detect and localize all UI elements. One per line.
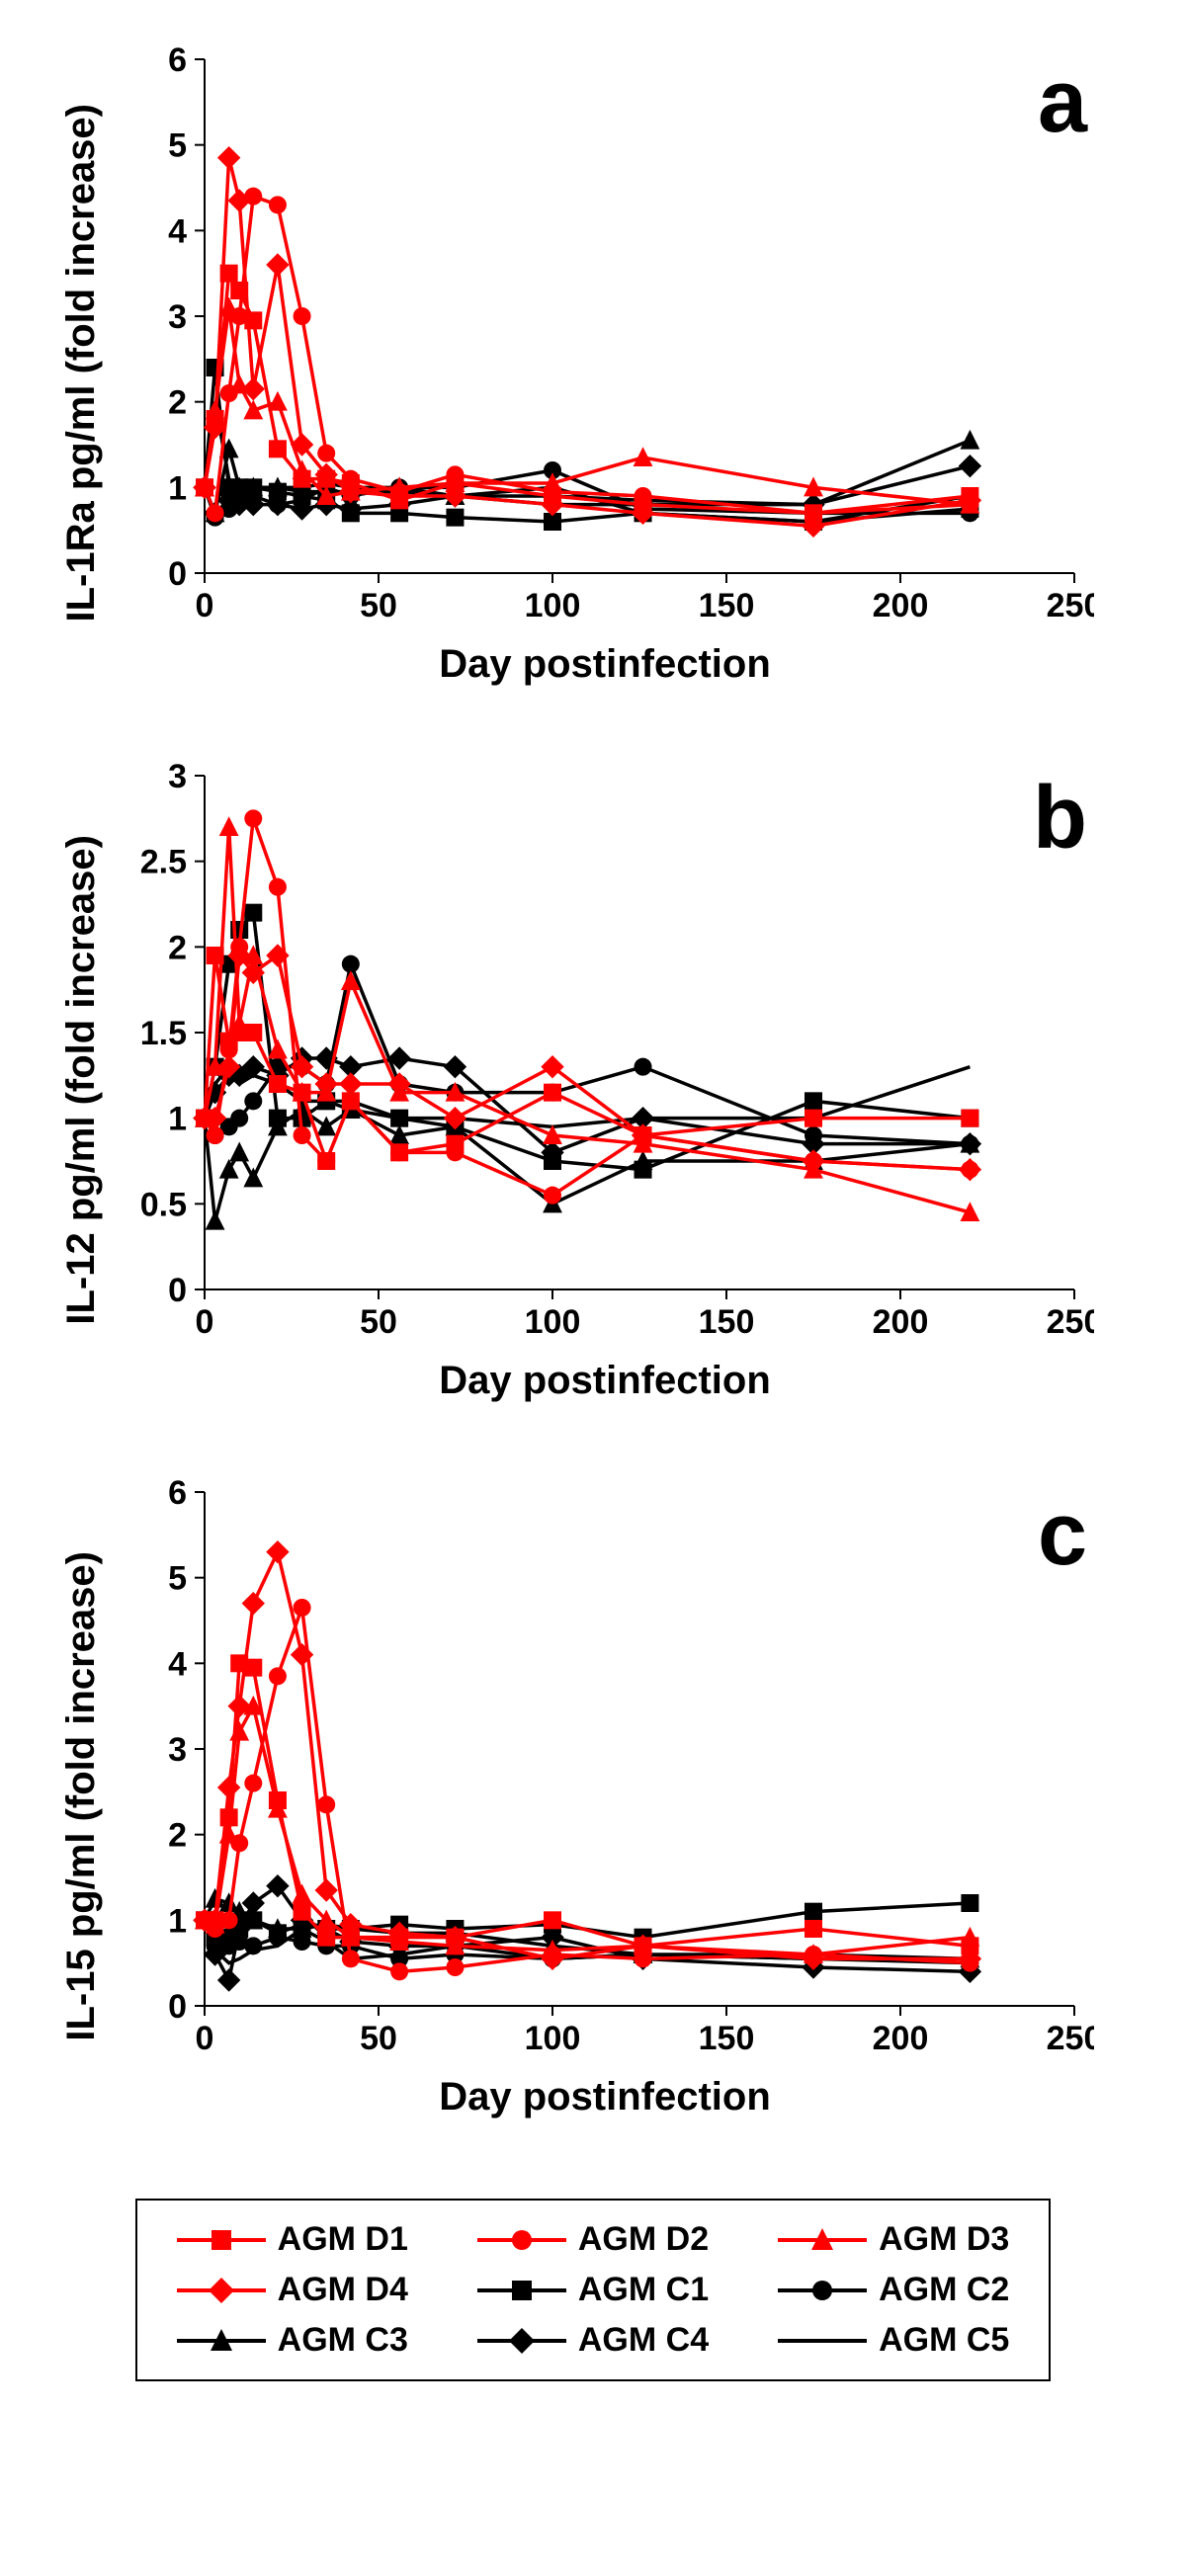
xlabel-a: Day postinfection xyxy=(439,642,771,687)
legend-label-D1: AGM D1 xyxy=(278,2220,408,2259)
svg-text:2.5: 2.5 xyxy=(140,844,187,881)
panels-container: a IL-1Ra pg/ml (fold increase) 050100150… xyxy=(59,40,1127,2119)
svg-text:1.5: 1.5 xyxy=(140,1015,187,1052)
ylabel-c: IL-15 pg/ml (fold increase) xyxy=(59,1551,104,2041)
svg-text:6: 6 xyxy=(168,1474,187,1512)
legend-item-C3: AGM C3 xyxy=(177,2321,408,2360)
svg-text:4: 4 xyxy=(168,1645,187,1683)
legend-label-D2: AGM D2 xyxy=(578,2220,709,2259)
legend-item-C1: AGM C1 xyxy=(477,2271,709,2309)
svg-text:1: 1 xyxy=(168,469,187,507)
svg-text:0: 0 xyxy=(168,1988,187,2026)
svg-text:50: 50 xyxy=(360,2020,397,2057)
page: a IL-1Ra pg/ml (fold increase) 050100150… xyxy=(0,0,1186,2421)
legend-item-C4: AGM C4 xyxy=(477,2321,709,2360)
ylabel-a: IL-1Ra pg/ml (fold increase) xyxy=(59,104,104,623)
svg-text:0: 0 xyxy=(196,2020,214,2057)
svg-text:0: 0 xyxy=(168,1272,187,1309)
svg-text:0: 0 xyxy=(196,1303,214,1341)
svg-text:2: 2 xyxy=(168,384,187,422)
panel-letter-c: c xyxy=(1038,1484,1087,1586)
svg-text:2: 2 xyxy=(168,929,187,966)
svg-text:100: 100 xyxy=(525,587,581,624)
legend-item-C2: AGM C2 xyxy=(778,2271,1009,2309)
svg-text:5: 5 xyxy=(168,1560,187,1598)
legend: AGM D1 AGM D2 AGM D3 AGM D4 AGM C1 AGM C… xyxy=(135,2199,1052,2381)
xlabel-b: Day postinfection xyxy=(439,1359,771,1403)
svg-text:3: 3 xyxy=(168,758,187,795)
svg-text:250: 250 xyxy=(1047,1303,1094,1341)
legend-item-C5: AGM C5 xyxy=(778,2321,1009,2360)
chart-block-a: a IL-1Ra pg/ml (fold increase) 050100150… xyxy=(59,40,1127,687)
svg-text:250: 250 xyxy=(1047,587,1094,624)
plot-c: 0 50 100 150 200 250 0 1 2 3 4 5 6 xyxy=(116,1472,1094,2065)
svg-text:3: 3 xyxy=(168,298,187,336)
svg-text:100: 100 xyxy=(525,1303,581,1341)
svg-text:150: 150 xyxy=(699,587,755,624)
svg-text:6: 6 xyxy=(168,42,187,79)
xlabel-c: Day postinfection xyxy=(439,2075,771,2119)
svg-text:50: 50 xyxy=(360,1303,397,1341)
svg-text:0.5: 0.5 xyxy=(140,1186,187,1223)
legend-label-C4: AGM C4 xyxy=(578,2321,709,2360)
svg-text:3: 3 xyxy=(168,1731,187,1769)
legend-label-C5: AGM C5 xyxy=(879,2321,1009,2360)
svg-text:100: 100 xyxy=(525,2020,581,2057)
panel-letter-a: a xyxy=(1038,51,1087,153)
svg-text:250: 250 xyxy=(1047,2020,1094,2057)
svg-text:200: 200 xyxy=(873,2020,929,2057)
legend-label-D4: AGM D4 xyxy=(278,2271,408,2309)
svg-text:4: 4 xyxy=(168,212,187,250)
svg-text:200: 200 xyxy=(873,587,929,624)
svg-text:150: 150 xyxy=(699,2020,755,2057)
svg-text:0: 0 xyxy=(168,555,187,593)
legend-item-D3: AGM D3 xyxy=(778,2220,1009,2259)
legend-item-D4: AGM D4 xyxy=(177,2271,408,2309)
chart-block-c: c IL-15 pg/ml (fold increase) 0501001502… xyxy=(59,1472,1127,2119)
svg-text:5: 5 xyxy=(168,127,187,165)
legend-label-D3: AGM D3 xyxy=(879,2220,1009,2259)
plot-b: 0 50 100 150 200 250 0 0.5 1 1.5 2 2.5 3 xyxy=(116,756,1094,1349)
svg-text:2: 2 xyxy=(168,1817,187,1855)
legend-item-D1: AGM D1 xyxy=(177,2220,408,2259)
plot-a: 0 50 100 150 200 250 0 1 2 3 4 5 6 xyxy=(116,40,1094,632)
svg-text:1: 1 xyxy=(168,1902,187,1940)
svg-text:50: 50 xyxy=(360,587,397,624)
svg-text:1: 1 xyxy=(168,1101,187,1138)
legend-label-C2: AGM C2 xyxy=(879,2271,1009,2309)
legend-label-C3: AGM C3 xyxy=(278,2321,408,2360)
svg-text:200: 200 xyxy=(873,1303,929,1341)
series-line-D2 xyxy=(205,1608,970,1971)
legend-item-D2: AGM D2 xyxy=(477,2220,709,2259)
legend-label-C1: AGM C1 xyxy=(578,2271,709,2309)
svg-text:0: 0 xyxy=(196,587,214,624)
ylabel-b: IL-12 pg/ml (fold increase) xyxy=(59,835,104,1325)
chart-block-b: b IL-12 pg/ml (fold increase) 0 50 100 150 2… xyxy=(59,756,1127,1403)
svg-text:150: 150 xyxy=(699,1303,755,1341)
panel-letter-b: b xyxy=(1033,768,1087,870)
